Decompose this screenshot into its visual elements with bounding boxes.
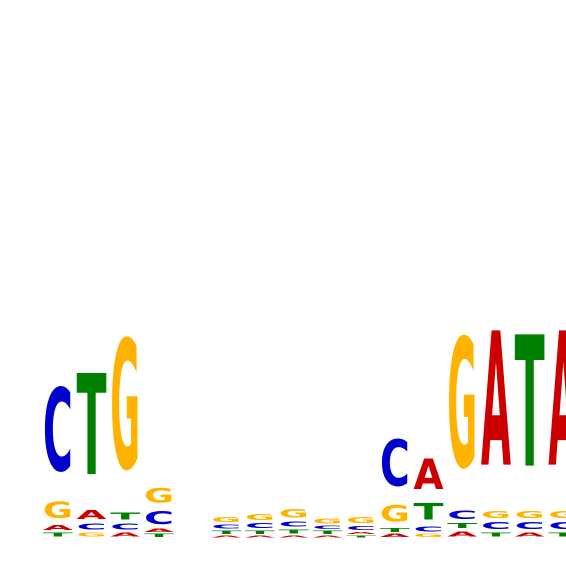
letter-C-pos2: C xyxy=(77,522,107,532)
letter-C-pos12: C xyxy=(414,525,444,533)
letter-C-pos11: C xyxy=(380,426,410,501)
letter-G-pos2: G xyxy=(77,532,107,538)
letter-A-pos12: A xyxy=(414,452,444,500)
letter-T-pos12: T xyxy=(414,500,444,525)
letter-T-pos13: T xyxy=(447,522,478,530)
letter-C-pos16: C xyxy=(548,520,566,531)
letter-A-pos3: A xyxy=(110,531,141,538)
letter-G-pos4: G xyxy=(144,485,174,508)
letter-G-pos9: G xyxy=(312,517,342,525)
letter-G-pos7: G xyxy=(245,512,275,522)
letter-T-pos16: T xyxy=(548,532,566,538)
letter-A-pos1: A xyxy=(43,523,74,531)
letter-T-pos11: T xyxy=(380,527,411,533)
letter-G-pos10: G xyxy=(346,516,376,526)
letter-C-pos6: C xyxy=(211,523,241,529)
letter-A-pos8: A xyxy=(279,535,310,538)
letter-T-pos14: T xyxy=(481,532,512,538)
letter-C-pos9: C xyxy=(312,525,342,530)
letter-T-pos10: T xyxy=(346,535,377,538)
letter-A-pos16: A xyxy=(548,294,566,509)
letter-T-pos7: T xyxy=(245,530,276,535)
letter-C-pos4: C xyxy=(144,508,174,529)
letter-T-pos9: T xyxy=(312,530,343,535)
letter-T-pos4: T xyxy=(144,533,175,538)
letter-A-pos11: A xyxy=(380,533,411,538)
letter-A-pos4: A xyxy=(144,528,175,533)
letter-G-pos1: G xyxy=(43,498,73,524)
letter-G-pos8: G xyxy=(279,508,309,521)
letter-T-pos2: T xyxy=(77,347,107,507)
letter-C-pos3: C xyxy=(110,522,140,532)
letter-T-pos1: T xyxy=(43,532,74,538)
letter-G-pos11: G xyxy=(380,502,410,528)
letter-C-pos8: C xyxy=(279,520,309,528)
letter-A-pos9: A xyxy=(312,535,343,538)
letter-T-pos6: T xyxy=(211,530,242,535)
letter-G-pos3: G xyxy=(110,304,140,510)
letter-A-pos15: A xyxy=(515,531,546,538)
letter-C-pos7: C xyxy=(245,522,275,530)
letter-G-pos16: G xyxy=(548,509,566,520)
letter-A-pos2: A xyxy=(77,507,108,522)
letter-A-pos7: A xyxy=(245,535,276,538)
letter-G-pos15: G xyxy=(515,509,545,520)
letter-G-pos13: G xyxy=(447,303,477,509)
letter-G-pos14: G xyxy=(481,509,511,520)
letter-T-pos8: T xyxy=(279,528,310,534)
letter-C-pos14: C xyxy=(481,520,511,531)
letter-G-pos6: G xyxy=(211,516,241,524)
letter-G-pos12: G xyxy=(414,533,444,538)
letter-T-pos15: T xyxy=(515,298,545,508)
letter-A-pos13: A xyxy=(447,530,478,538)
logo-stacks: TAGCGCATACTGTACGATCGATCGATCGATCGTACGATGC… xyxy=(43,294,566,538)
letter-C-pos10: C xyxy=(346,525,376,531)
letter-A-pos6: A xyxy=(211,535,242,538)
letter-C-pos13: C xyxy=(447,509,477,522)
letter-C-pos1: C xyxy=(43,366,73,498)
letter-T-pos3: T xyxy=(110,510,140,522)
letter-A-pos10: A xyxy=(346,532,377,535)
letter-C-pos15: C xyxy=(515,520,545,531)
letter-A-pos14: A xyxy=(481,294,511,509)
